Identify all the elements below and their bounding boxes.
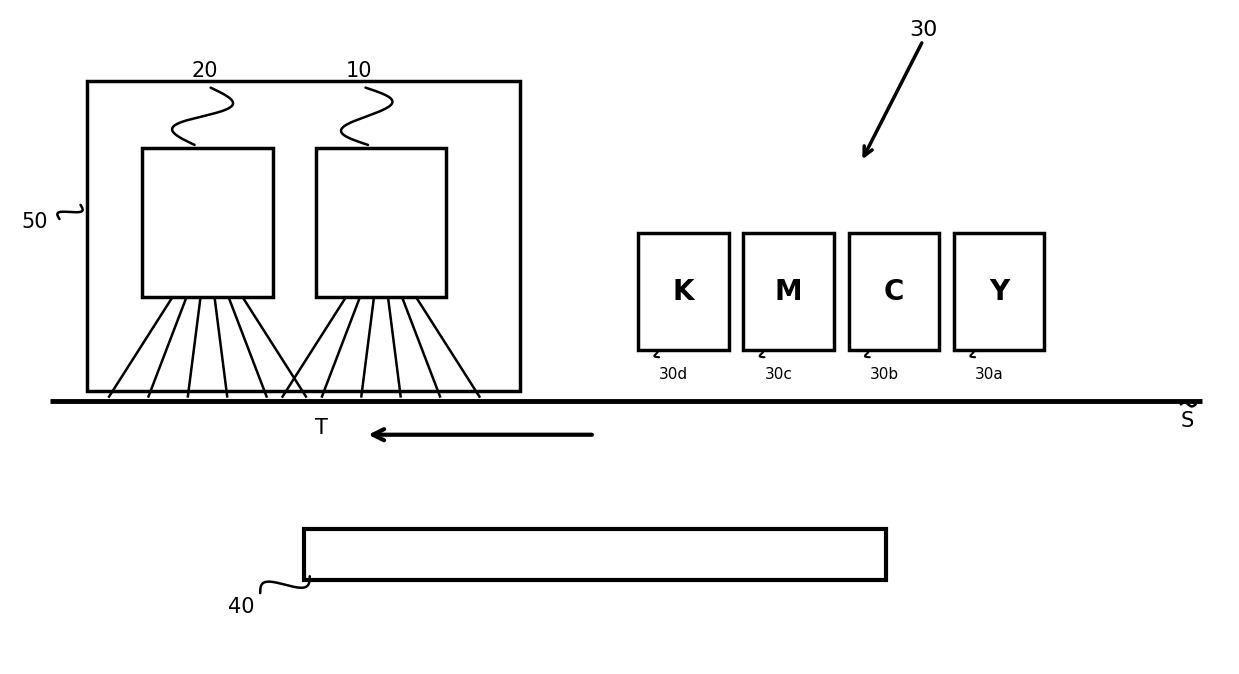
Text: C: C <box>883 278 904 305</box>
Text: 40: 40 <box>228 596 255 617</box>
Text: 30c: 30c <box>764 367 792 382</box>
Text: 30a: 30a <box>975 367 1004 382</box>
Text: Y: Y <box>989 278 1010 305</box>
Text: K: K <box>673 278 694 305</box>
Text: 20: 20 <box>191 61 218 81</box>
Bar <box>87 81 520 391</box>
Text: 30d: 30d <box>659 367 689 382</box>
Text: 30b: 30b <box>870 367 900 382</box>
Text: T: T <box>316 418 328 438</box>
Text: 30: 30 <box>909 20 937 40</box>
Bar <box>849 233 939 350</box>
Text: 10: 10 <box>346 61 373 81</box>
Bar <box>743 233 834 350</box>
Bar <box>304 529 886 580</box>
Bar <box>638 233 729 350</box>
Bar <box>142 148 273 297</box>
Text: M: M <box>774 278 803 305</box>
Bar <box>316 148 446 297</box>
Text: 50: 50 <box>21 212 48 233</box>
Text: S: S <box>1181 411 1193 431</box>
Bar <box>954 233 1044 350</box>
